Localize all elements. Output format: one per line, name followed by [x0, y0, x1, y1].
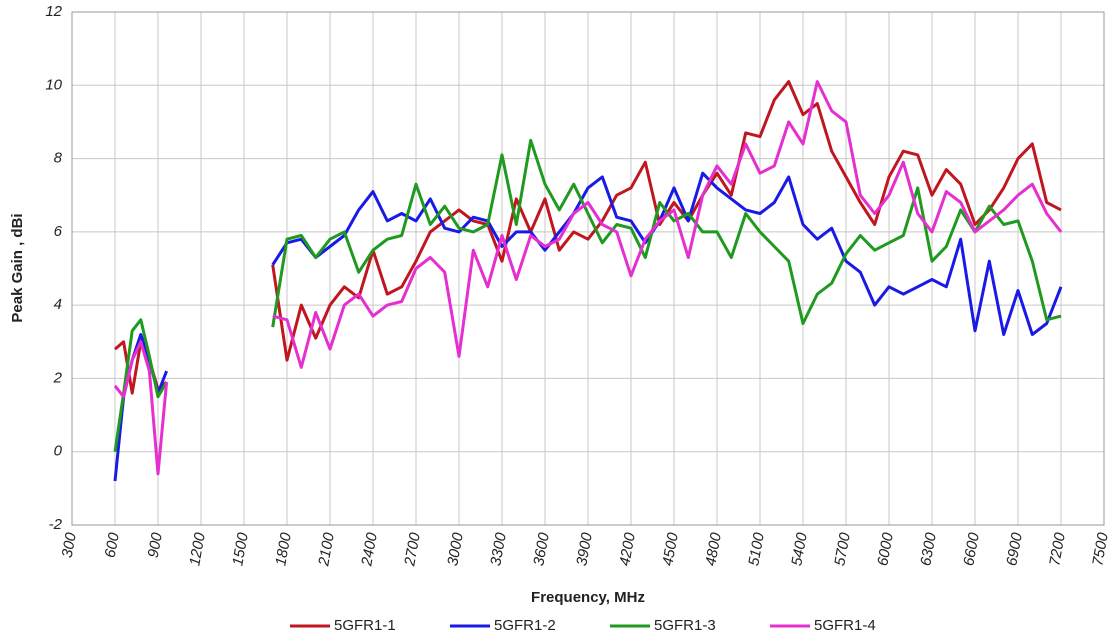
x-tick-label: 5400	[788, 531, 811, 567]
legend-label: 5GFR1-3	[654, 617, 716, 634]
x-tick-label: 6300	[917, 531, 940, 567]
x-tick-label: 6600	[960, 531, 983, 567]
x-axis-title: Frequency, MHz	[531, 589, 645, 606]
y-tick-label: 10	[45, 76, 62, 93]
x-tick-label: 1800	[272, 531, 295, 567]
x-tick-label: 1200	[186, 531, 209, 567]
x-tick-label: 2100	[315, 531, 338, 568]
x-tick-label: 900	[145, 531, 166, 559]
x-tick-label: 6900	[1003, 531, 1026, 567]
y-tick-label: 8	[54, 150, 63, 167]
x-tick-label: 2700	[401, 531, 424, 568]
x-tick-label: 4500	[659, 531, 682, 567]
y-tick-label: 4	[54, 296, 62, 313]
legend-label: 5GFR1-1	[334, 617, 396, 634]
y-tick-label: 2	[53, 369, 63, 386]
x-tick-label: 1500	[229, 531, 252, 567]
x-tick-label: 600	[102, 531, 123, 559]
x-tick-label: 300	[59, 531, 80, 559]
y-axis-title: Peak Gain , dBi	[9, 213, 26, 322]
x-tick-label: 2400	[358, 531, 381, 568]
series-line	[113, 80, 1063, 476]
y-tick-label: 12	[45, 3, 62, 20]
y-tick-label: -2	[49, 516, 63, 533]
x-tick-label: 6000	[874, 531, 897, 567]
x-tick-label: 5100	[745, 531, 768, 567]
x-tick-label: 5700	[831, 531, 854, 567]
x-tick-label: 7200	[1046, 531, 1069, 567]
x-tick-label: 3000	[444, 531, 467, 567]
x-tick-label: 4200	[616, 531, 639, 567]
y-tick-label: 6	[54, 223, 63, 240]
legend-label: 5GFR1-2	[494, 617, 556, 634]
x-tick-label: 3300	[487, 531, 510, 567]
x-tick-label: 7500	[1089, 531, 1112, 567]
x-tick-label: 3900	[573, 531, 596, 567]
x-tick-label: 3600	[530, 531, 553, 567]
plot-frame	[71, 11, 1105, 526]
x-tick-label: 4800	[702, 531, 725, 567]
legend-label: 5GFR1-4	[814, 617, 876, 634]
y-tick-label: 0	[54, 443, 63, 460]
